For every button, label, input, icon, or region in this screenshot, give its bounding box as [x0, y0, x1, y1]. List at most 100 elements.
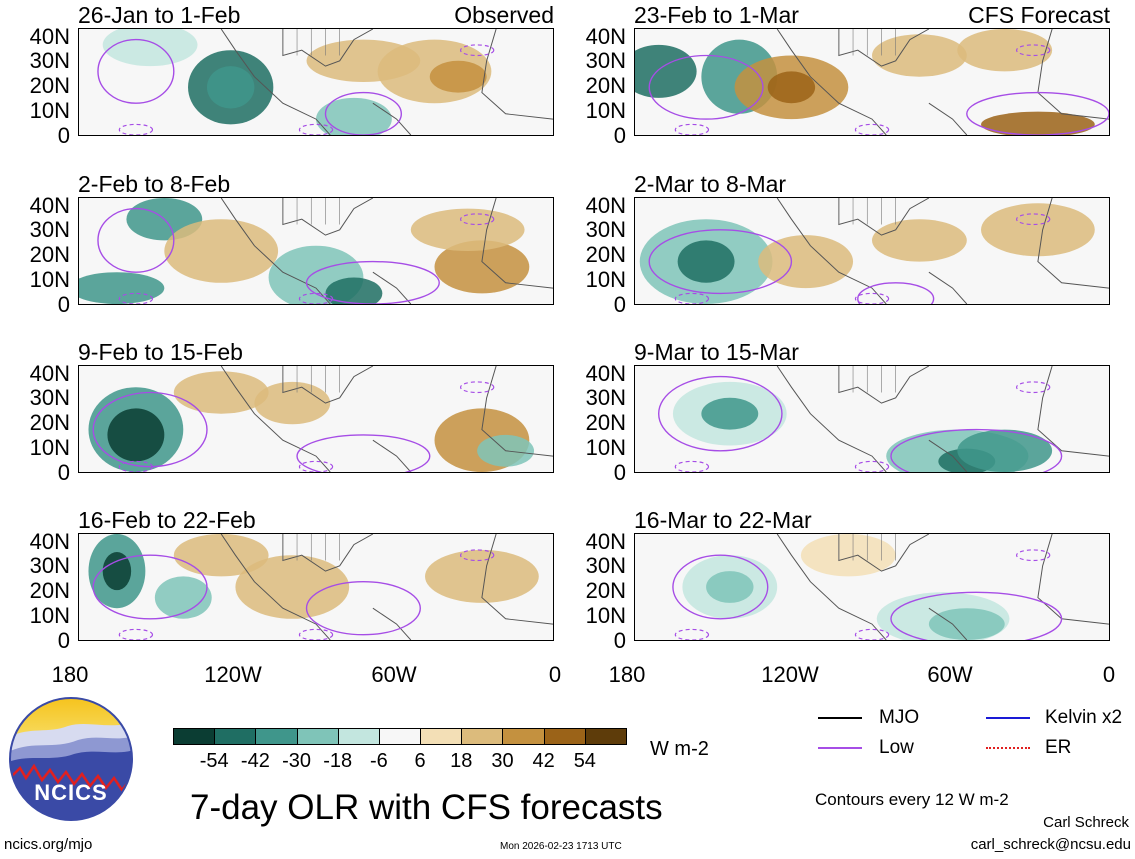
lat-label: 10N [585, 603, 626, 628]
olr-anomaly-shading [981, 111, 1095, 135]
lon-label-left-0: 0 [548, 662, 562, 687]
legend-line-mjo [818, 717, 862, 719]
legend-line-low [818, 747, 862, 749]
legend-label-low: Low [879, 737, 914, 758]
lon-label-right-60w: 60W [927, 662, 973, 687]
lat-label: 40N [585, 193, 626, 218]
low-frequency-contour [658, 375, 783, 452]
low-frequency-contour-dashed [1015, 213, 1051, 226]
olr-map-panel [78, 365, 554, 473]
lat-label: 0 [57, 123, 70, 148]
olr-map-panel [78, 197, 554, 305]
ncics-logo: NCICS [8, 696, 134, 822]
lon-label-right-180: 180 [608, 662, 646, 687]
olr-anomaly-shading [706, 571, 754, 603]
lat-label: 40N [29, 193, 70, 218]
olr-anomaly-shading [957, 29, 1053, 72]
colorbar-tick-label: -18 [323, 750, 353, 772]
olr-anomaly-shading [164, 219, 279, 283]
olr-anomaly-shading [107, 408, 165, 462]
panel-type-label: CFS Forecast [968, 2, 1110, 28]
colorbar-swatch [502, 728, 545, 745]
lat-label: 30N [585, 553, 626, 578]
lat-label: 40N [585, 361, 626, 386]
contour-note: Contours every 12 W m-2 [815, 790, 1009, 809]
lat-label: 0 [57, 292, 70, 317]
low-frequency-contour [648, 54, 764, 120]
low-frequency-contour-dashed [854, 292, 890, 304]
author-email[interactable]: carl_schreck@ncsu.edu [970, 836, 1131, 853]
colorbar-units: W m-2 [650, 738, 709, 760]
olr-map-panel [78, 533, 554, 641]
lat-label: 20N [29, 410, 70, 435]
coastline [220, 366, 553, 472]
low-frequency-contour-dashed [854, 460, 890, 472]
olr-anomaly-shading [410, 208, 525, 251]
olr-map-panel [634, 365, 1110, 473]
low-frequency-contour-dashed [854, 628, 890, 640]
coastline [776, 29, 1109, 135]
olr-anomaly-shading [429, 60, 487, 93]
lat-label: 0 [57, 628, 70, 653]
colorbar-tick-label: -6 [370, 750, 388, 772]
panel-title: 26-Jan to 1-Feb [78, 2, 241, 28]
olr-anomaly-shading [635, 44, 697, 98]
low-frequency-contour [92, 391, 208, 468]
lat-label: 20N [585, 578, 626, 603]
olr-anomaly-shading [206, 66, 255, 109]
low-frequency-contour-dashed [1015, 549, 1051, 562]
lat-label: 0 [57, 460, 70, 485]
low-frequency-contour-dashed [674, 123, 710, 135]
low-frequency-contour-dashed [118, 123, 154, 135]
lat-label: 20N [29, 73, 70, 98]
low-frequency-contour [97, 207, 175, 273]
low-frequency-contour [92, 554, 208, 620]
olr-anomaly-shading [173, 534, 269, 577]
lon-label-left-120w: 120W [204, 662, 262, 687]
colorbar-swatch [461, 728, 504, 745]
panel-title: 9-Feb to 15-Feb [78, 339, 243, 365]
low-frequency-contour-dashed [298, 460, 334, 472]
timestamp: Mon 2026-02-23 1713 UTC [500, 841, 622, 852]
olr-anomaly-shading [434, 240, 530, 294]
low-frequency-contour-dashed [118, 292, 154, 304]
lat-label: 10N [585, 98, 626, 123]
legend-line-er [986, 747, 1030, 749]
low-frequency-contour-dashed [1015, 381, 1051, 394]
website-link[interactable]: ncics.org/mjo [4, 836, 93, 853]
olr-anomaly-shading [102, 29, 198, 67]
lon-label-right-0: 0 [1102, 662, 1116, 687]
colorbar-swatch [378, 728, 422, 745]
lat-label: 20N [585, 242, 626, 267]
olr-anomaly-shading [872, 219, 967, 262]
panel-title: 2-Feb to 8-Feb [78, 171, 231, 197]
colorbar-tick-label: 6 [414, 750, 426, 772]
lat-label: 10N [585, 267, 626, 292]
colorbar-swatch [543, 728, 586, 745]
colorbar-tick-label: 18 [450, 750, 473, 772]
olr-anomaly-shading [102, 552, 132, 591]
lon-label-left-180: 180 [51, 662, 89, 687]
low-frequency-contour-dashed [674, 628, 710, 640]
colorbar-swatch [584, 728, 627, 745]
low-frequency-contour [890, 428, 1063, 472]
lat-label: 0 [613, 123, 626, 148]
low-frequency-contour [890, 591, 1063, 640]
colorbar-tick-label: -42 [240, 750, 270, 772]
legend-label-kelvin: Kelvin x2 [1045, 707, 1123, 728]
lat-label: 10N [29, 98, 70, 123]
olr-anomaly-shading [767, 71, 816, 104]
lat-label: 30N [29, 553, 70, 578]
low-frequency-contour [97, 38, 175, 104]
colorbar-tick-label: 54 [573, 750, 596, 772]
coastline [776, 366, 1109, 472]
coastline [220, 534, 553, 640]
panel-title: 9-Mar to 15-Mar [634, 339, 799, 365]
lat-label: 30N [585, 48, 626, 73]
lat-label: 20N [29, 242, 70, 267]
panel-title: 23-Feb to 1-Mar [634, 2, 799, 28]
lat-label: 40N [585, 529, 626, 554]
panel-title: 16-Feb to 22-Feb [78, 507, 256, 533]
low-frequency-contour-dashed [459, 44, 495, 57]
lat-label: 30N [29, 217, 70, 242]
